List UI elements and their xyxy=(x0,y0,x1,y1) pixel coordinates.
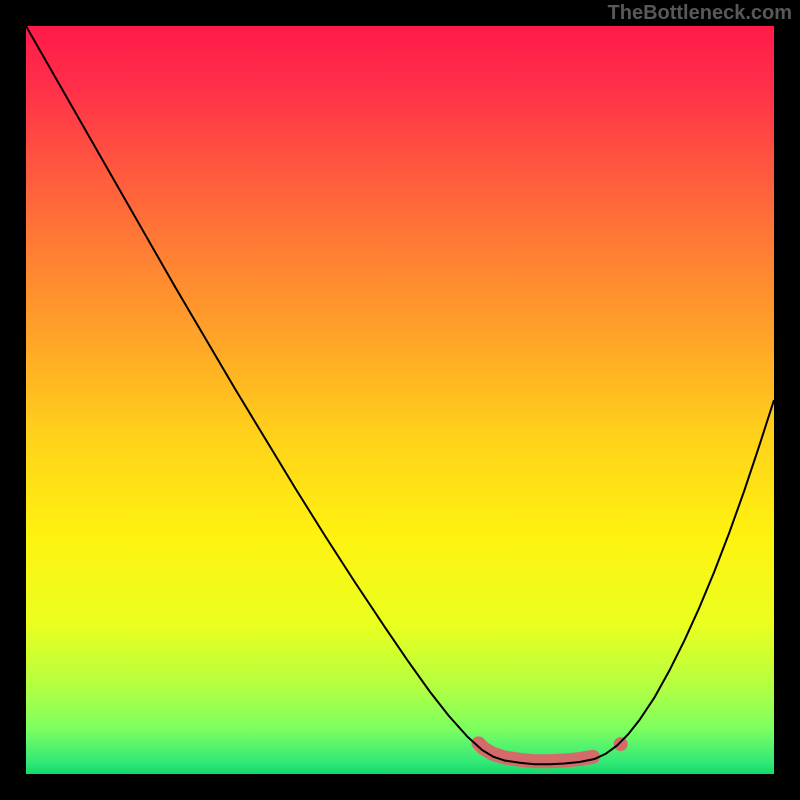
chart-container: TheBottleneck.com xyxy=(0,0,800,800)
curve-layer xyxy=(26,26,774,774)
watermark-text: TheBottleneck.com xyxy=(608,2,792,25)
bottleneck-curve xyxy=(26,26,774,764)
plot-area xyxy=(26,26,774,774)
trough-dot xyxy=(614,737,628,751)
